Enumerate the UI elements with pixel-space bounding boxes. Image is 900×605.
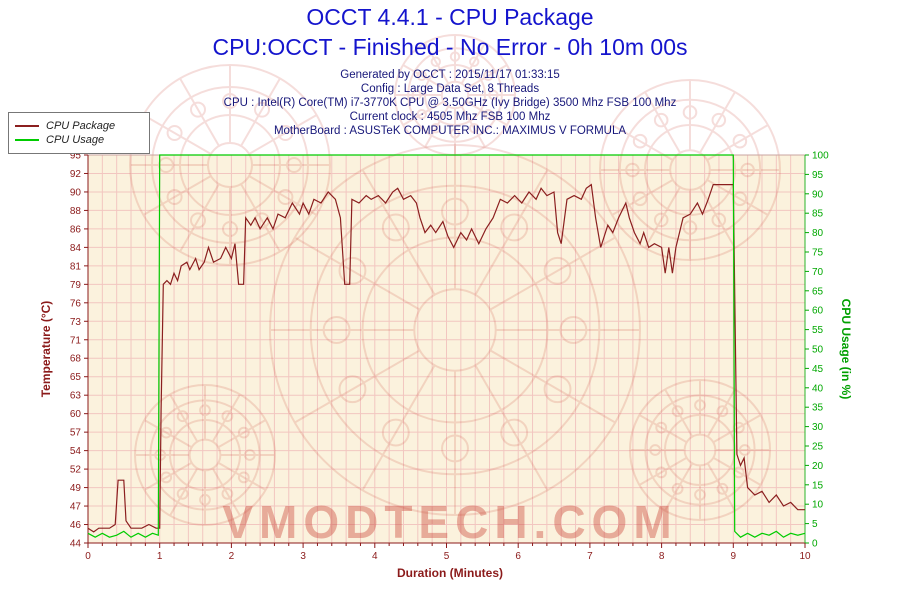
svg-text:10: 10 — [812, 500, 824, 511]
svg-text:1: 1 — [157, 551, 163, 562]
svg-text:44: 44 — [70, 539, 82, 550]
svg-text:85: 85 — [812, 209, 824, 220]
svg-text:30: 30 — [812, 422, 824, 433]
svg-text:75: 75 — [812, 248, 824, 259]
legend-label-cpu-package: CPU Package — [46, 120, 116, 132]
y-left-axis-label: Temperature (°C) — [39, 300, 53, 398]
svg-text:65: 65 — [70, 372, 82, 383]
svg-text:8: 8 — [659, 551, 665, 562]
svg-text:35: 35 — [812, 403, 824, 414]
info-motherboard: MotherBoard : ASUSTeK COMPUTER INC.: MAX… — [273, 125, 627, 137]
svg-text:68: 68 — [70, 354, 82, 365]
legend-item-cpu-usage: CPU Usage — [15, 134, 143, 146]
svg-text:49: 49 — [70, 483, 82, 494]
svg-text:25: 25 — [812, 442, 824, 453]
cpu-package-series — [87, 183, 805, 533]
svg-text:60: 60 — [812, 306, 824, 317]
svg-text:86: 86 — [70, 224, 82, 235]
svg-text:73: 73 — [70, 317, 82, 328]
svg-text:76: 76 — [70, 298, 82, 309]
x-ticks: 0 1 2 3 4 5 6 7 8 9 10 — [85, 543, 811, 562]
svg-text:79: 79 — [70, 280, 82, 291]
svg-text:60: 60 — [70, 409, 82, 420]
svg-text:0: 0 — [812, 539, 818, 550]
info-generated: Generated by OCCT : 2015/11/17 01:33:15 — [340, 69, 560, 81]
svg-text:71: 71 — [70, 335, 82, 346]
svg-text:7: 7 — [587, 551, 593, 562]
svg-text:80: 80 — [812, 228, 824, 239]
cpu-usage-line-swatch — [15, 139, 39, 141]
y-right-ticks: 0 5 10 15 20 25 30 35 40 45 50 55 60 65 70 75 80 85 90 95 10… — [805, 151, 829, 550]
svg-text:5: 5 — [812, 519, 818, 530]
svg-text:4: 4 — [372, 551, 378, 562]
svg-text:88: 88 — [70, 206, 82, 217]
svg-text:46: 46 — [70, 520, 82, 531]
svg-text:100: 100 — [812, 151, 829, 162]
svg-text:54: 54 — [70, 446, 82, 457]
cpu-usage-series — [87, 154, 806, 538]
svg-text:90: 90 — [70, 187, 82, 198]
svg-text:45: 45 — [812, 364, 824, 375]
svg-text:9: 9 — [731, 551, 737, 562]
svg-text:20: 20 — [812, 461, 824, 472]
page-subtitle: CPU:OCCT - Finished - No Error - 0h 10m … — [212, 34, 688, 60]
system-info: Generated by OCCT : 2015/11/17 01:33:15 … — [0, 68, 900, 138]
legend: CPU Package CPU Usage — [8, 112, 150, 154]
svg-text:15: 15 — [812, 480, 824, 491]
cpu-package-line-swatch — [15, 125, 39, 127]
svg-text:63: 63 — [70, 391, 82, 402]
info-clock: Current clock : 4505 Mhz FSB 100 Mhz — [349, 111, 551, 123]
svg-text:65: 65 — [812, 286, 824, 297]
legend-item-cpu-package: CPU Package — [15, 120, 143, 132]
svg-text:95: 95 — [70, 151, 82, 162]
svg-text:2: 2 — [229, 551, 235, 562]
svg-text:90: 90 — [812, 189, 824, 200]
svg-text:92: 92 — [70, 169, 82, 180]
y-left-ticks: 44 46 47 49 52 54 57 60 63 65 68 71 73 76 79 81 84 86 88 90… — [70, 151, 88, 550]
y-right-axis-label: CPU Usage (in %) — [839, 298, 853, 400]
svg-text:40: 40 — [812, 383, 824, 394]
svg-text:10: 10 — [799, 551, 811, 562]
svg-text:95: 95 — [812, 170, 824, 181]
svg-text:47: 47 — [70, 502, 82, 513]
svg-text:VMODTECH.COM: VMODTECH.COM — [222, 496, 677, 548]
page-title: OCCT 4.4.1 - CPU Package — [306, 4, 594, 30]
svg-text:52: 52 — [70, 465, 82, 476]
info-config: Config : Large Data Set, 8 Threads — [360, 83, 540, 95]
svg-text:81: 81 — [70, 261, 82, 272]
svg-text:0: 0 — [85, 551, 91, 562]
info-cpu: CPU : Intel(R) Core(TM) i7-3770K CPU @ 3… — [223, 97, 677, 109]
svg-text:57: 57 — [70, 428, 82, 439]
x-axis-label: Duration (Minutes) — [397, 566, 503, 580]
svg-text:55: 55 — [812, 325, 824, 336]
legend-label-cpu-usage: CPU Usage — [46, 134, 105, 146]
svg-text:70: 70 — [812, 267, 824, 278]
svg-text:5: 5 — [444, 551, 450, 562]
svg-text:84: 84 — [70, 243, 82, 254]
svg-text:6: 6 — [515, 551, 521, 562]
svg-text:3: 3 — [300, 551, 306, 562]
watermark: VMODTECH.COM — [129, 34, 781, 548]
svg-text:50: 50 — [812, 345, 824, 356]
